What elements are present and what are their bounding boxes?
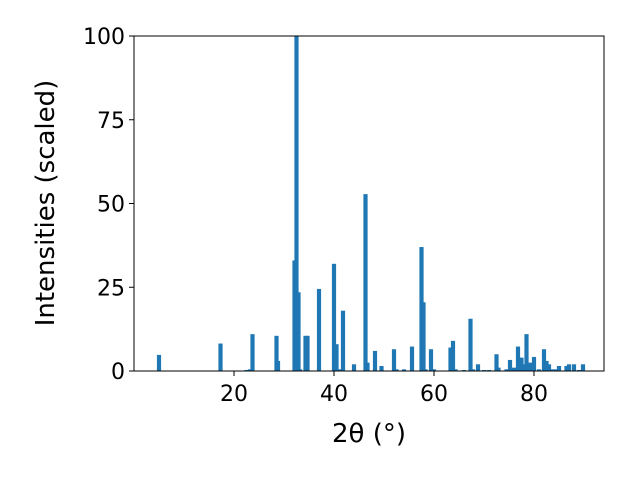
bar — [524, 334, 529, 371]
x-tick-label: 80 — [520, 382, 548, 407]
bar — [527, 362, 533, 372]
bar — [546, 364, 552, 371]
bar — [391, 349, 397, 371]
bar — [247, 369, 253, 371]
bar — [470, 369, 476, 371]
bar — [305, 335, 310, 371]
bar — [250, 334, 255, 371]
bar — [556, 365, 562, 371]
bar — [450, 340, 456, 371]
bar — [431, 369, 437, 371]
bar — [564, 365, 569, 371]
bar — [365, 362, 370, 372]
bar — [156, 354, 162, 371]
x-tick-label: 20 — [220, 382, 248, 407]
y-axis-ticks: 0 25 50 75 100 — [83, 25, 134, 385]
bar — [274, 335, 279, 371]
bar — [428, 349, 434, 371]
bar — [544, 360, 549, 371]
bar — [394, 369, 399, 371]
bar — [519, 357, 524, 371]
bar — [494, 354, 499, 371]
bar — [296, 292, 301, 371]
bar — [511, 367, 517, 371]
bar — [504, 369, 509, 371]
x-axis-ticks: 20 40 60 80 — [220, 371, 548, 407]
bar — [448, 347, 453, 371]
bar — [351, 364, 357, 371]
bar — [515, 346, 521, 371]
y-tick-label: 75 — [97, 109, 125, 134]
bar — [297, 369, 303, 371]
bar — [475, 364, 481, 371]
x-tick-label: 40 — [320, 382, 348, 407]
bar — [409, 346, 415, 371]
bar — [531, 356, 537, 371]
bar — [496, 367, 501, 371]
bar — [334, 344, 339, 371]
bar — [468, 318, 473, 371]
y-tick-label: 100 — [83, 25, 125, 50]
bar — [566, 364, 572, 371]
bar — [340, 310, 346, 371]
bars-group — [156, 36, 586, 372]
bar — [331, 263, 337, 371]
bar — [218, 343, 223, 371]
y-axis-label: Intensities (scaled) — [31, 80, 61, 327]
bar — [521, 364, 527, 371]
x-axis-label: 2θ (°) — [332, 419, 406, 449]
x-tick-label: 60 — [420, 382, 448, 407]
bar — [423, 369, 428, 371]
bar — [294, 36, 299, 371]
bar — [580, 364, 586, 371]
bar — [275, 360, 281, 371]
bar — [336, 369, 342, 371]
bar — [379, 365, 384, 371]
bar — [363, 194, 368, 371]
bar — [401, 369, 407, 371]
bar — [453, 369, 458, 371]
bar — [372, 350, 378, 371]
bar — [507, 359, 513, 371]
bar — [316, 288, 322, 371]
y-tick-label: 50 — [97, 193, 125, 218]
bar — [421, 302, 426, 371]
y-tick-label: 25 — [97, 276, 125, 301]
bar — [550, 369, 555, 371]
bar — [571, 364, 577, 371]
bar — [536, 369, 542, 371]
bar — [541, 349, 547, 371]
bar — [554, 369, 559, 371]
y-tick-label: 0 — [111, 360, 125, 385]
